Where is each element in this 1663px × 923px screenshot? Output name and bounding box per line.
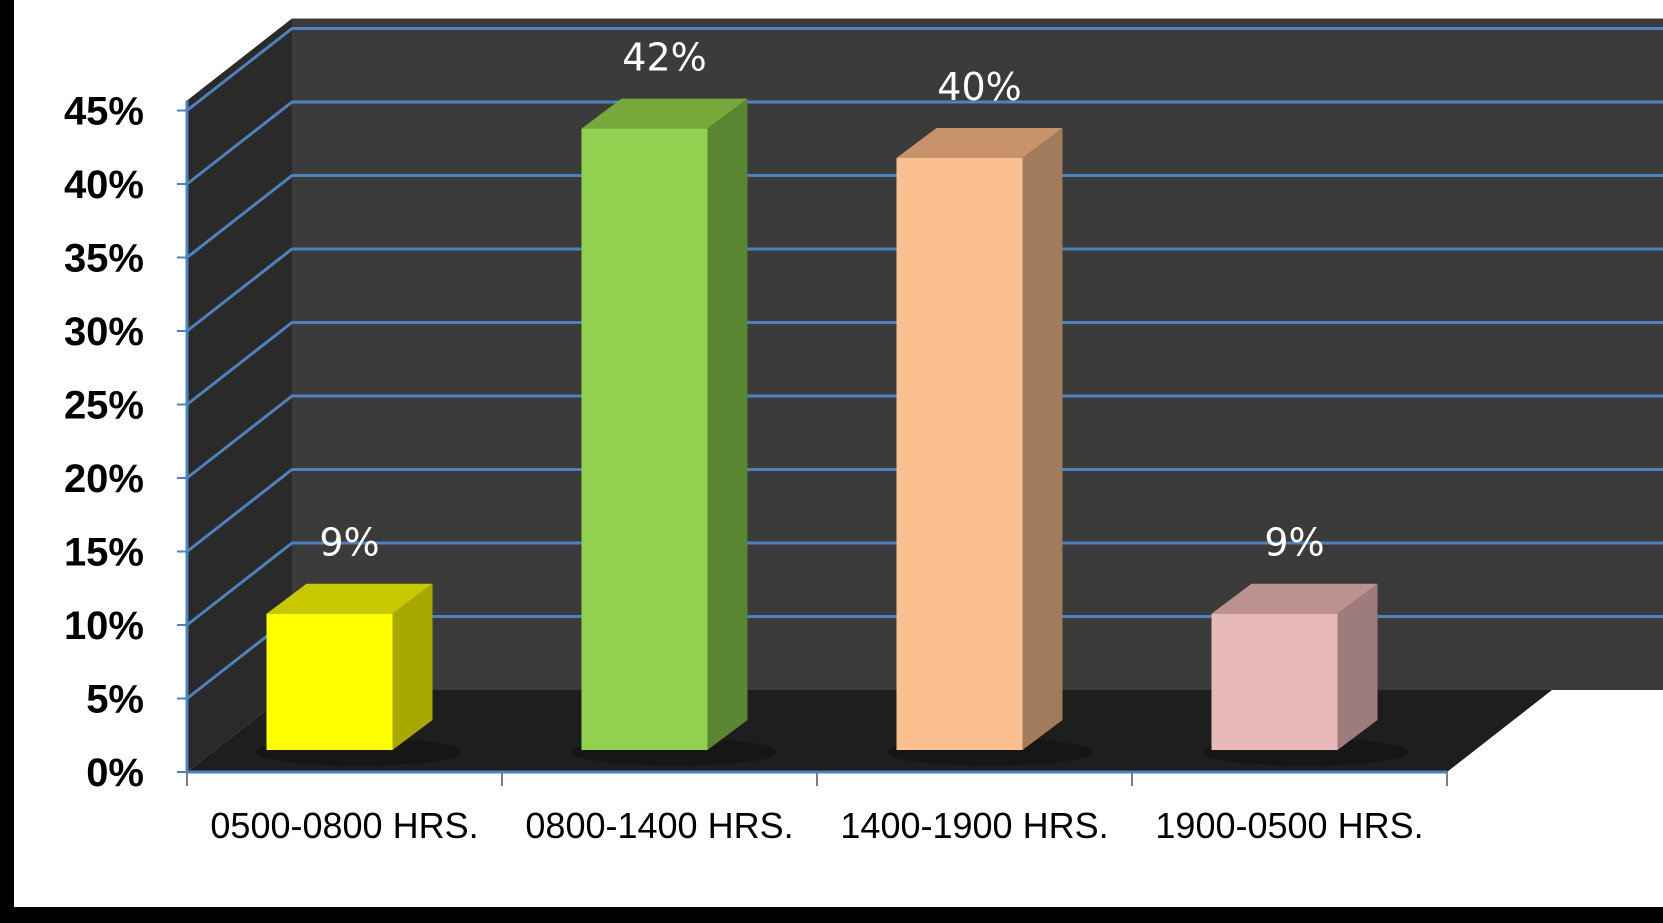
y-tick-label: 30% [64, 310, 144, 354]
bar-chart: 9%42%40%9% 0%5%10%15%20%25%30%35%40%45% … [14, 0, 1663, 923]
y-tick-label: 40% [64, 163, 144, 207]
bar [267, 614, 393, 750]
x-tick-label: 0500-0800 HRS. [210, 805, 478, 846]
y-tick-label: 10% [64, 604, 144, 648]
bar [1212, 614, 1338, 750]
x-tick-label: 1400-1900 HRS. [840, 805, 1108, 846]
x-tick-label: 0800-1400 HRS. [525, 805, 793, 846]
y-tick-label: 0% [86, 751, 144, 795]
data-label: 9% [319, 521, 379, 565]
y-tick-label: 5% [86, 678, 144, 722]
data-label: 42% [622, 36, 706, 80]
y-tick-label: 25% [64, 384, 144, 428]
x-axis: 0500-0800 HRS. 0800-1400 HRS. 1400-1900 HR… [187, 772, 1447, 846]
y-axis: 0% 5% 10% 15% 20% 25% 30% 35% 40% 45% [64, 90, 187, 796]
bar-side [1023, 128, 1063, 750]
bar-side [708, 99, 748, 750]
data-label: 40% [937, 65, 1021, 109]
y-tick-label: 15% [64, 531, 144, 575]
y-tick-label: 20% [64, 457, 144, 501]
data-label: 9% [1264, 521, 1324, 565]
bar [897, 158, 1023, 750]
x-tick-label: 1900-0500 HRS. [1155, 805, 1423, 846]
bar [582, 129, 708, 750]
y-tick-label: 35% [64, 237, 144, 281]
y-tick-label: 45% [64, 90, 144, 134]
